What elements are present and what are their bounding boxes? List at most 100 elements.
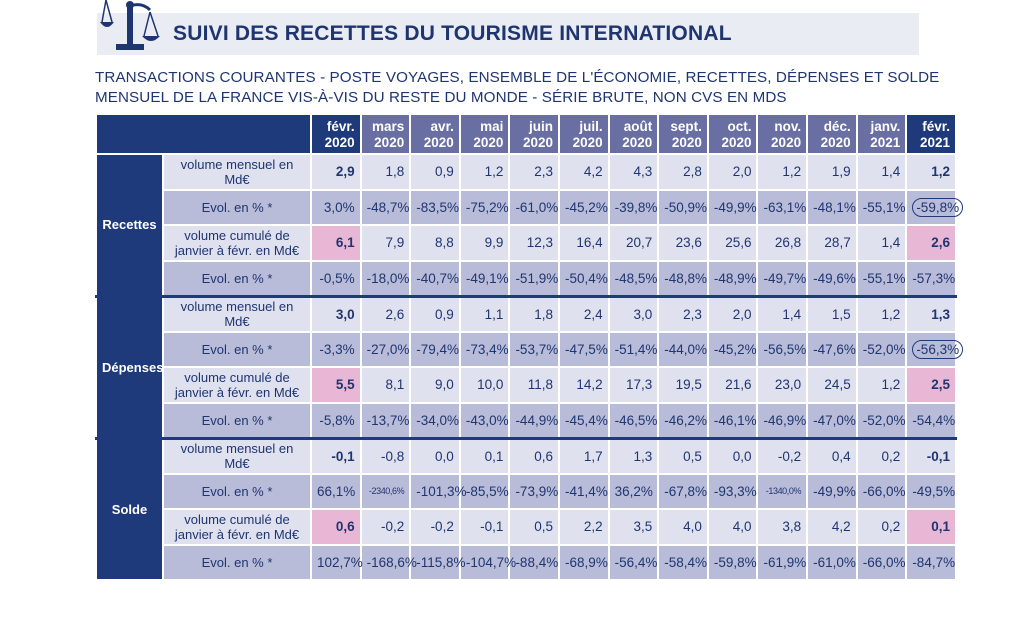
table-row: Evol. en % * -0,5% -18,0% -40,7% -49,1% -51,9… xyxy=(96,259,957,297)
value-cell: 11,8 xyxy=(508,366,561,404)
value-cell: 0,5 xyxy=(657,436,709,475)
value-cell: 2,3 xyxy=(657,294,709,333)
row-label: Evol. en % * xyxy=(162,188,312,226)
row-label: volume mensuel en Md€ xyxy=(162,153,312,191)
corner-cell xyxy=(95,113,312,155)
value-cell: 0,9 xyxy=(409,153,461,191)
value-cell: 1,8 xyxy=(359,153,412,191)
value-cell: -68,9% xyxy=(558,543,610,581)
value-cell: 20,7 xyxy=(607,224,660,262)
value-cell: 2,0 xyxy=(706,153,759,191)
table-caption: TRANSACTIONS COURANTES - POSTE VOYAGES, … xyxy=(95,68,939,108)
month-header: avr. 2020 xyxy=(409,113,461,155)
title-banner xyxy=(97,13,919,55)
value-cell: -1340,0% xyxy=(756,472,809,510)
value-cell: 1,3 xyxy=(905,294,957,333)
value-cell: -49,5% xyxy=(905,472,957,510)
value-cell: -44,9% xyxy=(508,401,561,439)
value-cell: 14,2 xyxy=(558,366,610,404)
table-row: Evol. en % * -5,8% -13,7% -34,0% -43,0% -44,9… xyxy=(96,401,957,439)
month-header: août 2020 xyxy=(607,113,660,155)
value-cell: -59,8% xyxy=(905,188,964,226)
value-cell: -0,1 xyxy=(458,508,511,546)
value-cell: 8,8 xyxy=(409,224,461,262)
value-cell: 0,4 xyxy=(806,436,858,475)
value-cell: -75,2% xyxy=(458,188,511,226)
value-cell: 66,1% xyxy=(310,472,362,510)
month-header: janv. 2021 xyxy=(855,113,908,155)
value-cell: 1,7 xyxy=(558,436,610,475)
table-row: volume cumulé de janvier à févr. en Md€ 5… xyxy=(96,366,957,404)
value-cell: 10,0 xyxy=(458,366,511,404)
table-row: Dépenses volume mensuel en Md€ 3,0 2,6 0,9 1,… xyxy=(95,294,957,439)
value-cell: -61,0% xyxy=(806,543,858,581)
value-cell: -55,1% xyxy=(855,188,908,226)
value-cell: 0,2 xyxy=(855,436,908,475)
month-header: oct. 2020 xyxy=(706,113,759,155)
value-cell: -45,2% xyxy=(706,330,759,368)
value-cell: 3,5 xyxy=(607,508,660,546)
row-label: volume cumulé de janvier à févr. en Md€ xyxy=(162,508,312,546)
value-cell: 23,6 xyxy=(657,224,709,262)
table-row: Evol. en % * 102,7% -168,6% -115,8% -104,7% -… xyxy=(96,543,957,581)
value-cell: 1,5 xyxy=(806,294,858,333)
value-cell: 5,5 xyxy=(310,366,362,404)
value-cell: -61,9% xyxy=(756,543,809,581)
value-cell: 12,3 xyxy=(508,224,561,262)
value-cell: 4,3 xyxy=(607,153,660,191)
table-row: Solde volume mensuel en Md€ -0,1 -0,8 0,0 0,1… xyxy=(95,436,957,581)
value-cell: 3,0 xyxy=(310,294,362,333)
value-cell: 0,9 xyxy=(409,294,461,333)
value-cell: -57,3% xyxy=(905,259,957,297)
value-cell: 2,5 xyxy=(905,366,957,404)
value-cell: -53,7% xyxy=(508,330,561,368)
value-cell: 1,2 xyxy=(756,153,809,191)
value-cell: -0,1 xyxy=(310,436,362,475)
month-header: févr. 2021 xyxy=(905,113,957,155)
value-cell: 4,0 xyxy=(657,508,709,546)
value-cell: -0,2 xyxy=(359,508,412,546)
value-cell: -47,6% xyxy=(806,330,858,368)
month-header: déc. 2020 xyxy=(806,113,858,155)
value-cell: -13,7% xyxy=(359,401,412,439)
value-cell: 8,1 xyxy=(359,366,412,404)
value-cell: 0,6 xyxy=(508,436,561,475)
value-cell: -46,2% xyxy=(657,401,709,439)
row-label: volume cumulé de janvier à févr. en Md€ xyxy=(162,224,312,262)
value-cell: 24,5 xyxy=(806,366,858,404)
value-cell: -83,5% xyxy=(409,188,461,226)
table-row: volume cumulé de janvier à févr. en Md€ 6… xyxy=(96,224,957,262)
value-cell: 3,0 xyxy=(607,294,660,333)
table-row: Evol. en % * -3,3% -27,0% -79,4% -73,4% -53,7… xyxy=(96,330,964,368)
value-cell: 3,8 xyxy=(756,508,809,546)
circled-value: -59,8% xyxy=(912,197,964,217)
value-cell: -0,5% xyxy=(310,259,362,297)
value-cell: 102,7% xyxy=(310,543,363,581)
value-cell: 0,5 xyxy=(508,508,561,546)
table-row: volume cumulé de janvier à févr. en Md€ 0… xyxy=(96,508,957,546)
value-cell: -49,6% xyxy=(806,259,858,297)
month-header: nov. 2020 xyxy=(756,113,809,155)
value-cell: -73,9% xyxy=(508,472,561,510)
value-cell: 4,2 xyxy=(558,153,610,191)
value-cell: 0,0 xyxy=(706,436,759,475)
value-cell: 2,4 xyxy=(558,294,610,333)
value-cell: -39,8% xyxy=(607,188,660,226)
value-cell: -49,1% xyxy=(458,259,511,297)
value-cell: -73,4% xyxy=(458,330,511,368)
value-cell: -46,9% xyxy=(756,401,809,439)
value-cell: -79,4% xyxy=(409,330,461,368)
value-cell: -0,1 xyxy=(905,436,957,475)
page-title: SUIVI DES RECETTES DU TOURISME INTERNATI… xyxy=(173,22,732,45)
value-cell: 0,2 xyxy=(855,508,908,546)
value-cell: -56,4% xyxy=(607,543,660,581)
value-cell: 2,6 xyxy=(905,224,957,262)
value-cell: -52,0% xyxy=(855,330,908,368)
value-cell: 1,9 xyxy=(806,153,858,191)
value-cell: 28,7 xyxy=(806,224,858,262)
scales-icon xyxy=(100,0,160,50)
value-cell: -0,2 xyxy=(409,508,461,546)
value-cell: -58,4% xyxy=(657,543,709,581)
value-cell: 17,3 xyxy=(607,366,660,404)
tourism-receipts-table: févr. 2020 mars 2020 avr. 2020 mai 2020 juin 2020… xyxy=(95,113,964,581)
